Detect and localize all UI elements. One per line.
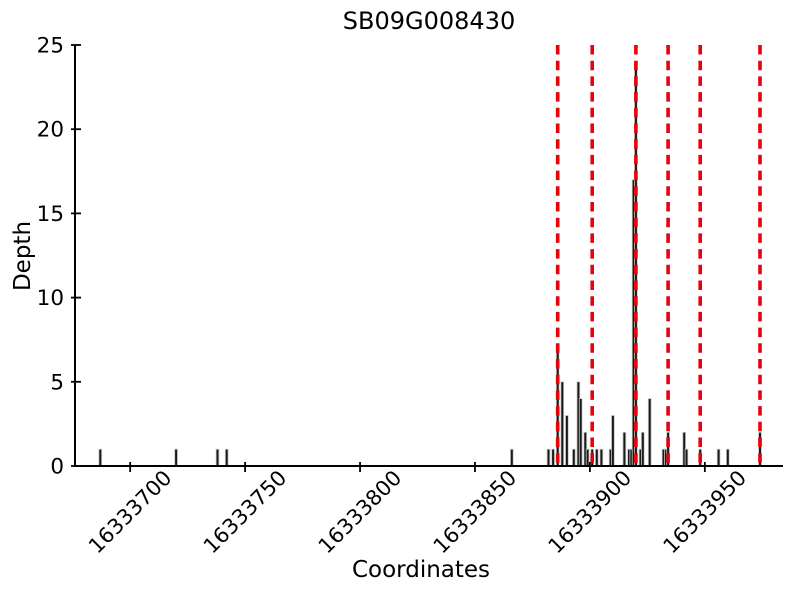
coverage-bar [224, 448, 229, 467]
y-tick-label: 20 [37, 118, 64, 143]
coverage-bar [716, 448, 721, 467]
coverage-bar [647, 398, 652, 467]
x-axis-label: Coordinates [351, 557, 491, 583]
y-tick-label: 15 [37, 202, 64, 227]
y-tick-label: 5 [50, 370, 64, 395]
coverage-bar [572, 448, 576, 467]
coverage-bar [634, 61, 638, 467]
coverage-bar [684, 448, 689, 467]
x-tick-label: 16333800 [314, 466, 407, 559]
coverage-bar [174, 448, 178, 467]
x-tick-label: 16333900 [544, 466, 637, 559]
coverage-bar [551, 448, 555, 467]
coverage-bar [560, 381, 565, 467]
chart-title: SB09G008430 [342, 7, 516, 35]
coverage-bar [585, 448, 590, 467]
coverage-bar [595, 448, 599, 467]
y-tick-label: 0 [50, 455, 64, 480]
coverage-bar [578, 398, 583, 467]
x-tick-label: 16333850 [429, 466, 522, 559]
coverage-bar [641, 431, 645, 467]
coverage-bar [98, 448, 103, 467]
coverage-bar [215, 448, 220, 467]
coverage-bar [509, 448, 514, 467]
coverage-bar [622, 431, 627, 467]
coverage-bar [599, 448, 604, 467]
coverage-bar [546, 448, 551, 467]
y-tick-label: 10 [37, 286, 64, 311]
x-tick-label: 16333700 [84, 466, 177, 559]
coverage-bar [611, 415, 615, 467]
x-tick-label: 16333950 [659, 466, 752, 559]
y-tick-label: 25 [37, 34, 64, 59]
coverage-bar [565, 415, 569, 467]
x-tick-label: 16333750 [199, 466, 292, 559]
coverage-bar [726, 448, 730, 467]
